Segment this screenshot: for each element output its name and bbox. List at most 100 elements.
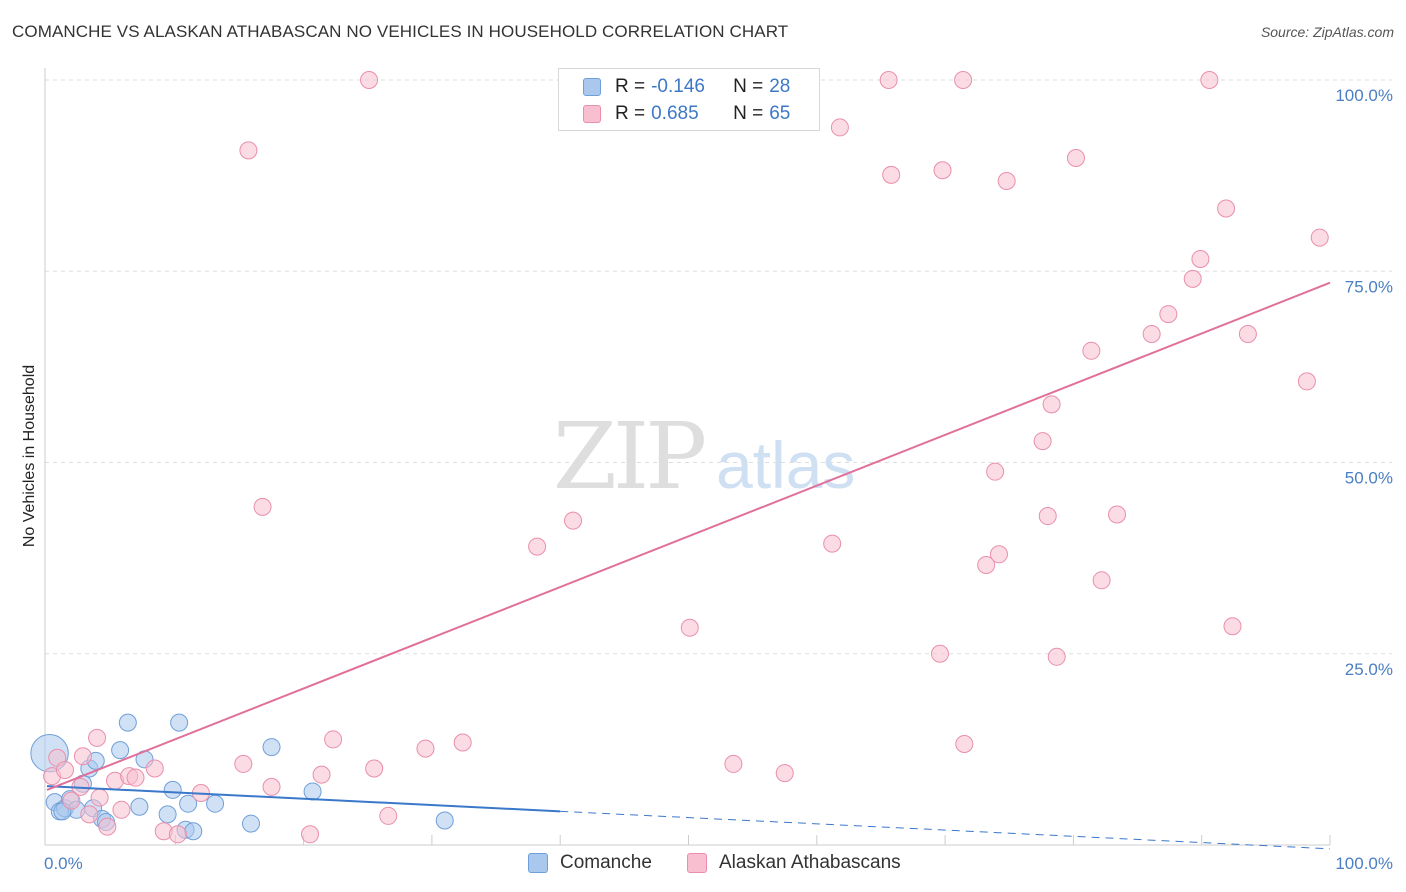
athabascan-point (312, 765, 331, 784)
legend-r-value: -0.146 (651, 76, 705, 97)
athabascan-point (823, 534, 842, 553)
series-legend-label: Alaskan Athabascans (719, 852, 901, 873)
legend-r-label: R = (615, 76, 646, 97)
athabascan-point (253, 497, 272, 516)
y-tick-label: 75.0% (1345, 277, 1393, 296)
trend-lines (46, 281, 1331, 850)
athabascan-point (1047, 647, 1066, 666)
athabascan-point (1033, 432, 1052, 451)
athabascan-point (1297, 372, 1316, 391)
athabascan-swatch (583, 105, 601, 123)
y-tick-labels: 25.0% 50.0% 75.0% 100.0% (1335, 86, 1393, 679)
comanche-point (163, 780, 182, 799)
athabascan-point (360, 71, 379, 89)
comanche-point (179, 794, 198, 813)
athabascan-point (933, 161, 952, 180)
watermark: ZIP atlas (553, 403, 855, 510)
athabascan-point (775, 764, 794, 783)
athabascan-point (830, 118, 849, 137)
legend-n-label: N = (733, 76, 764, 97)
source-credit: Source: ZipAtlas.com (1260, 24, 1394, 40)
athabascan-point (1238, 324, 1257, 343)
athabascan-point (1066, 149, 1085, 168)
legend-r-label: R = (615, 103, 646, 124)
athabascan-point (528, 537, 547, 556)
comanche-swatch (528, 853, 548, 873)
comanche-point (111, 741, 130, 760)
athabascan-point (977, 556, 996, 575)
athabascan-point (1038, 507, 1057, 526)
series-legend: Comanche Alaskan Athabascans (0, 852, 1406, 876)
comanche-point (118, 713, 137, 732)
athabascan-point (564, 511, 583, 530)
athabascan-point (882, 165, 901, 184)
comanche-point (130, 797, 149, 816)
comanche-point (206, 794, 225, 813)
athabascan-point (1082, 341, 1101, 360)
athabascan-point (955, 735, 974, 754)
athabascan-point (1223, 617, 1242, 636)
series-legend-label: Comanche (560, 852, 652, 873)
athabascan-point (997, 171, 1016, 190)
athabascan-points (43, 71, 1329, 844)
x-tick-label-min: 0.0% (44, 854, 83, 873)
watermark-atlas: atlas (716, 428, 855, 502)
comanche-trend-line (46, 785, 561, 813)
athabascan-point (1191, 250, 1210, 269)
athabascan-point (1217, 199, 1236, 218)
legend: R = -0.146 N = 28 R = 0.685 N = 65 (558, 68, 820, 131)
comanche-swatch (583, 78, 601, 96)
y-tick-label: 25.0% (1345, 660, 1393, 679)
athabascan-point (930, 644, 949, 663)
athabascan-point (1092, 571, 1111, 590)
athabascan-point (989, 545, 1008, 564)
athabascan-point (234, 754, 253, 773)
comanche-point (158, 805, 177, 824)
athabascan-point (379, 806, 398, 825)
athabascan-point (168, 825, 187, 844)
athabascan-point (90, 788, 109, 807)
athabascan-point (55, 761, 74, 780)
athabascan-point (239, 141, 258, 160)
comanche-point (170, 713, 189, 732)
athabascan-point (112, 800, 131, 819)
athabascan-point (954, 71, 973, 89)
y-tick-label: 100.0% (1335, 86, 1393, 105)
athabascan-point (1310, 228, 1329, 247)
athabascan-point (1159, 305, 1178, 324)
series-legend-athabascan: Alaskan Athabascans (687, 852, 901, 874)
legend-r-value: 0.685 (651, 103, 699, 124)
comanche-point (303, 782, 322, 801)
athabascan-point (416, 739, 435, 758)
athabascan-point (453, 733, 472, 752)
watermark-zip: ZIP (553, 403, 704, 510)
y-tick-label: 50.0% (1345, 469, 1393, 488)
athabascan-point (1200, 71, 1219, 89)
athabascan-swatch (687, 853, 707, 873)
athabascan-point (126, 768, 145, 787)
y-axis-label: No Vehicles in Household (21, 365, 38, 547)
athabascan-point (1183, 269, 1202, 288)
series-legend-comanche: Comanche (528, 852, 652, 874)
athabascan-point (724, 754, 743, 773)
comanche-point (262, 738, 281, 757)
comanche-point (241, 814, 260, 833)
athabascan-point (262, 777, 281, 796)
grid-lines (45, 79, 1392, 655)
athabascan-point (88, 728, 107, 747)
athabascan-point (680, 618, 699, 637)
x-axis-ticks (174, 835, 1331, 845)
axes (44, 68, 1330, 846)
chart-title: COMANCHE VS ALASKAN ATHABASCAN NO VEHICL… (12, 22, 789, 41)
athabascan-point (324, 730, 343, 749)
comanche-point (435, 811, 454, 830)
athabascan-point (1142, 324, 1161, 343)
athabascan-point (80, 805, 99, 824)
athabascan-point (73, 747, 92, 766)
legend-row-athabascan: R = 0.685 N = 65 (583, 102, 790, 126)
legend-n-label: N = (733, 103, 764, 124)
athabascan-point (301, 825, 320, 844)
legend-row-comanche: R = -0.146 N = 28 (583, 75, 790, 99)
comanche-point (184, 822, 203, 841)
